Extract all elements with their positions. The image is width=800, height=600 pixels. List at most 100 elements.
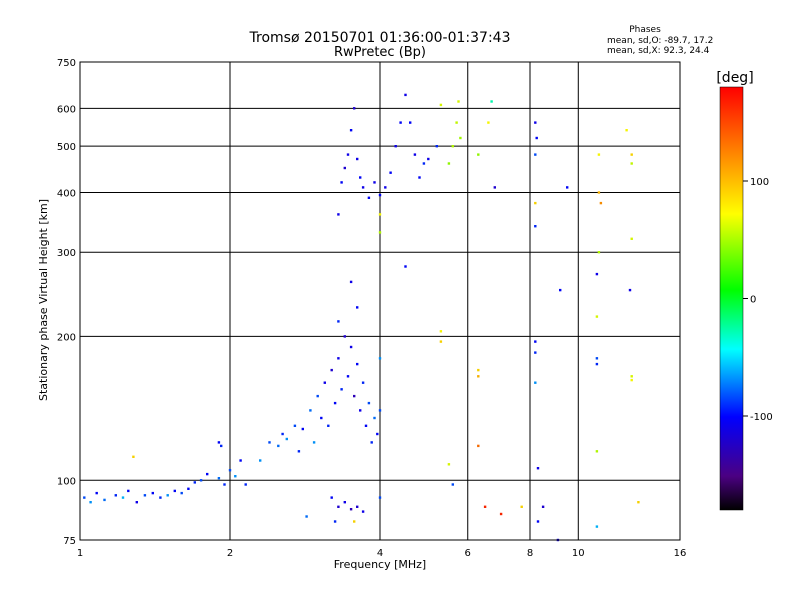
x-tick-label: 16 bbox=[674, 548, 687, 559]
data-point bbox=[349, 280, 353, 284]
data-point bbox=[413, 153, 417, 156]
data-point bbox=[451, 483, 454, 486]
colorbar-ticks: 100 0 -100 bbox=[743, 177, 773, 423]
data-point bbox=[297, 450, 301, 453]
data-point bbox=[346, 375, 350, 378]
data-point bbox=[353, 520, 356, 523]
data-point bbox=[439, 340, 443, 343]
data-point bbox=[483, 505, 487, 508]
data-point bbox=[427, 157, 430, 161]
y-tick-label: 750 bbox=[57, 58, 76, 69]
data-point bbox=[199, 479, 203, 482]
x-tick-label: 6 bbox=[465, 548, 471, 559]
phases-o-line: mean, sd,O: -89.7, 17.2 bbox=[607, 36, 713, 46]
data-point bbox=[333, 520, 337, 523]
data-point bbox=[337, 213, 340, 216]
data-point bbox=[367, 401, 371, 405]
data-point bbox=[534, 153, 537, 156]
data-point bbox=[343, 501, 346, 504]
data-point bbox=[597, 191, 601, 194]
data-point bbox=[595, 450, 599, 453]
y-axis-ticks: 75 100 200 300 400 500 600 750 bbox=[57, 58, 76, 547]
data-point bbox=[285, 437, 288, 441]
data-point bbox=[373, 181, 376, 184]
data-point bbox=[193, 481, 196, 484]
x-axis-label: Frequency [MHz] bbox=[334, 558, 426, 571]
data-point bbox=[409, 121, 412, 124]
data-point bbox=[630, 375, 633, 378]
data-point bbox=[520, 505, 523, 508]
data-point bbox=[630, 153, 633, 156]
data-point bbox=[439, 330, 443, 333]
data-point bbox=[187, 487, 190, 490]
data-point bbox=[349, 129, 353, 132]
data-point bbox=[534, 381, 537, 384]
chart-subtitle: RwPretec (Bp) bbox=[334, 45, 426, 60]
data-point bbox=[477, 153, 480, 156]
data-point bbox=[630, 378, 633, 382]
data-point bbox=[637, 501, 640, 504]
data-point bbox=[333, 401, 337, 405]
colorbar-tick-label: -100 bbox=[750, 412, 773, 423]
data-point bbox=[356, 157, 359, 161]
colorbar-tick-label: 100 bbox=[750, 177, 769, 188]
data-point bbox=[447, 162, 451, 165]
data-point bbox=[346, 153, 350, 156]
data-point bbox=[323, 381, 326, 384]
data-point bbox=[132, 455, 135, 458]
data-point bbox=[378, 213, 382, 216]
data-point bbox=[364, 424, 368, 427]
data-point bbox=[597, 251, 601, 254]
data-point bbox=[455, 121, 458, 124]
data-point bbox=[359, 409, 362, 412]
data-point bbox=[378, 496, 382, 499]
data-point bbox=[487, 121, 490, 124]
data-point bbox=[376, 432, 379, 436]
data-point bbox=[378, 357, 382, 360]
grid-lines bbox=[80, 62, 680, 540]
data-point bbox=[89, 501, 92, 504]
data-point bbox=[173, 489, 176, 493]
data-point bbox=[477, 368, 480, 372]
data-point bbox=[103, 498, 106, 502]
y-tick-label: 400 bbox=[57, 188, 76, 199]
data-point bbox=[340, 388, 343, 391]
data-point bbox=[359, 176, 362, 179]
data-point bbox=[536, 467, 540, 470]
data-point bbox=[206, 472, 209, 476]
data-point bbox=[223, 483, 226, 486]
data-point bbox=[301, 427, 304, 431]
data-point bbox=[127, 489, 130, 493]
data-point bbox=[378, 409, 382, 412]
colorbar-label: [deg] bbox=[716, 70, 753, 86]
data-point bbox=[343, 166, 346, 170]
data-point bbox=[135, 501, 138, 504]
data-point bbox=[217, 477, 221, 480]
data-point bbox=[394, 145, 397, 148]
data-point bbox=[595, 525, 599, 528]
data-point bbox=[451, 145, 454, 148]
data-point bbox=[439, 103, 443, 107]
data-point bbox=[493, 186, 496, 189]
data-point bbox=[534, 121, 537, 124]
data-point bbox=[422, 162, 426, 165]
data-point bbox=[534, 201, 537, 205]
data-point bbox=[330, 368, 333, 372]
data-point bbox=[477, 375, 480, 378]
y-axis-label: Stationary phase Virtual Height [km] bbox=[37, 199, 50, 401]
data-point bbox=[490, 100, 493, 103]
data-point bbox=[595, 357, 599, 360]
data-point bbox=[399, 121, 402, 124]
data-point bbox=[457, 100, 460, 103]
data-point bbox=[599, 201, 603, 205]
y-tick-label: 75 bbox=[63, 536, 76, 547]
data-point bbox=[220, 444, 223, 448]
data-point bbox=[353, 394, 356, 398]
data-point bbox=[595, 272, 599, 276]
y-tick-label: 200 bbox=[57, 332, 76, 343]
data-point bbox=[404, 93, 407, 97]
x-tick-label: 1 bbox=[77, 548, 83, 559]
data-point bbox=[356, 505, 359, 508]
data-point bbox=[447, 463, 451, 466]
data-point bbox=[166, 494, 169, 497]
